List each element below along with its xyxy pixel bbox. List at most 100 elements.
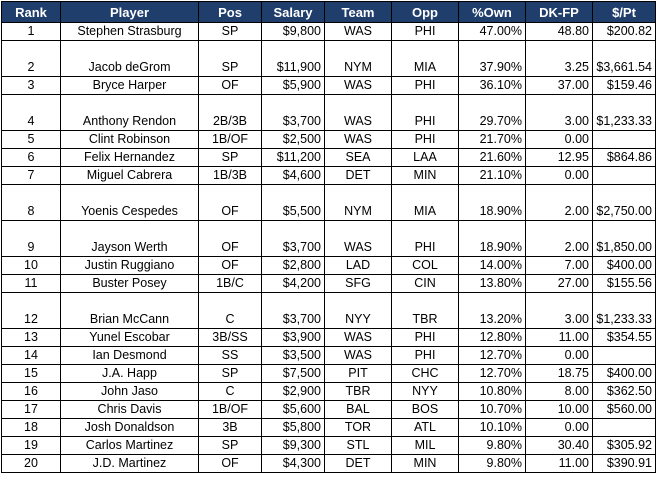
dollars-per-point-cell: $200.82	[592, 22, 656, 41]
player-cell: Brian McCann	[60, 292, 199, 329]
rank-cell: 19	[1, 436, 61, 455]
team-cell: BAL	[324, 400, 392, 419]
opp-cell: PHI	[391, 346, 459, 365]
pos-cell: OF	[198, 76, 262, 95]
own-cell: 10.70%	[458, 400, 526, 419]
dollars-per-point-cell: $354.55	[592, 328, 656, 347]
team-cell: WAS	[324, 130, 392, 149]
player-cell: John Jaso	[60, 382, 199, 401]
dollars-per-point-cell	[592, 418, 656, 437]
pos-cell: SP	[198, 364, 262, 383]
pos-cell: 1B/OF	[198, 400, 262, 419]
rank-cell: 4	[1, 94, 61, 131]
dk-fp-cell: 2.00	[525, 220, 593, 257]
opp-cell: NYY	[391, 382, 459, 401]
pos-cell: SP	[198, 22, 262, 41]
own-cell: 10.80%	[458, 382, 526, 401]
header-dk-fp: DK-FP	[525, 1, 593, 23]
dollars-per-point-cell: $400.00	[592, 256, 656, 275]
pos-cell: OF	[198, 220, 262, 257]
pos-cell: SS	[198, 346, 262, 365]
own-cell: 9.80%	[458, 454, 526, 473]
pos-cell: OF	[198, 184, 262, 221]
salary-cell: $5,900	[261, 76, 325, 95]
team-cell: NYM	[324, 184, 392, 221]
header-row: Rank Player Pos Salary Team Opp %Own DK-…	[1, 1, 656, 23]
dollars-per-point-cell: $1,233.33	[592, 292, 656, 329]
opp-cell: COL	[391, 256, 459, 275]
team-cell: LAD	[324, 256, 392, 275]
pos-cell: C	[198, 292, 262, 329]
own-cell: 18.90%	[458, 220, 526, 257]
table-row: 8 Yoenis Cespedes OF $5,500 NYM MIA 18.90% 2.00…	[1, 184, 656, 221]
salary-cell: $4,300	[261, 454, 325, 473]
rank-cell: 6	[1, 148, 61, 167]
header-pos: Pos	[198, 1, 262, 23]
pos-cell: SP	[198, 40, 262, 77]
table-row: 11 Buster Posey 1B/C $4,200 SFG CIN 13.80% 27.0…	[1, 274, 656, 293]
header-player: Player	[60, 1, 199, 23]
team-cell: WAS	[324, 94, 392, 131]
own-cell: 12.80%	[458, 328, 526, 347]
own-cell: 13.20%	[458, 292, 526, 329]
opp-cell: PHI	[391, 220, 459, 257]
table-row: 5 Clint Robinson 1B/OF $2,500 WAS PHI 21.70% 0.…	[1, 130, 656, 149]
salary-cell: $3,700	[261, 292, 325, 329]
team-cell: WAS	[324, 76, 392, 95]
table-row: 19 Carlos Martinez SP $9,300 STL MIL 9.80% 30.4…	[1, 436, 656, 455]
rank-cell: 5	[1, 130, 61, 149]
salary-cell: $9,800	[261, 22, 325, 41]
table-row: 13 Yunel Escobar 3B/SS $3,900 WAS PHI 12.80% 11…	[1, 328, 656, 347]
table-row: 6 Felix Hernandez SP $11,200 SEA LAA 21.60% 12.…	[1, 148, 656, 167]
table-row: 1 Stephen Strasburg SP $9,800 WAS PHI 47.00% 48…	[1, 22, 656, 41]
pos-cell: OF	[198, 454, 262, 473]
salary-cell: $5,800	[261, 418, 325, 437]
dk-fp-cell: 0.00	[525, 130, 593, 149]
salary-cell: $9,300	[261, 436, 325, 455]
pos-cell: 3B	[198, 418, 262, 437]
dollars-per-point-cell: $362.50	[592, 382, 656, 401]
team-cell: TBR	[324, 382, 392, 401]
player-cell: J.D. Martinez	[60, 454, 199, 473]
dk-fp-cell: 27.00	[525, 274, 593, 293]
dk-fp-cell: 48.80	[525, 22, 593, 41]
dk-fp-cell: 8.00	[525, 382, 593, 401]
player-cell: Yunel Escobar	[60, 328, 199, 347]
team-cell: WAS	[324, 346, 392, 365]
dk-fp-cell: 3.00	[525, 292, 593, 329]
pos-cell: 3B/SS	[198, 328, 262, 347]
rank-cell: 18	[1, 418, 61, 437]
pos-cell: C	[198, 382, 262, 401]
opp-cell: PHI	[391, 328, 459, 347]
table-row: 20 J.D. Martinez OF $4,300 DET MIN 9.80% 11.00 $…	[1, 454, 656, 473]
dk-fp-cell: 0.00	[525, 418, 593, 437]
salary-cell: $3,700	[261, 94, 325, 131]
pos-cell: 1B/OF	[198, 130, 262, 149]
dk-fp-cell: 3.25	[525, 40, 593, 77]
dk-fp-cell: 11.00	[525, 454, 593, 473]
salary-cell: $3,700	[261, 220, 325, 257]
dollars-per-point-cell: $155.56	[592, 274, 656, 293]
header-rank: Rank	[1, 1, 61, 23]
rank-cell: 14	[1, 346, 61, 365]
rank-cell: 20	[1, 454, 61, 473]
player-cell: Ian Desmond	[60, 346, 199, 365]
pos-cell: OF	[198, 256, 262, 275]
dk-fp-cell: 3.00	[525, 94, 593, 131]
salary-cell: $11,900	[261, 40, 325, 77]
player-cell: Felix Hernandez	[60, 148, 199, 167]
opp-cell: MIL	[391, 436, 459, 455]
dollars-per-point-cell: $400.00	[592, 364, 656, 383]
dollars-per-point-cell: $560.00	[592, 400, 656, 419]
table-row: 15 J.A. Happ SP $7,500 PIT CHC 12.70% 18.75 $400…	[1, 364, 656, 383]
player-cell: Stephen Strasburg	[60, 22, 199, 41]
salary-cell: $5,500	[261, 184, 325, 221]
opp-cell: PHI	[391, 130, 459, 149]
table-row: 2 Jacob deGrom SP $11,900 NYM MIA 37.90% 3.25 $3…	[1, 40, 656, 77]
rank-cell: 17	[1, 400, 61, 419]
own-cell: 47.00%	[458, 22, 526, 41]
dollars-per-point-cell: $390.91	[592, 454, 656, 473]
player-cell: Bryce Harper	[60, 76, 199, 95]
pos-cell: SP	[198, 436, 262, 455]
opp-cell: PHI	[391, 76, 459, 95]
